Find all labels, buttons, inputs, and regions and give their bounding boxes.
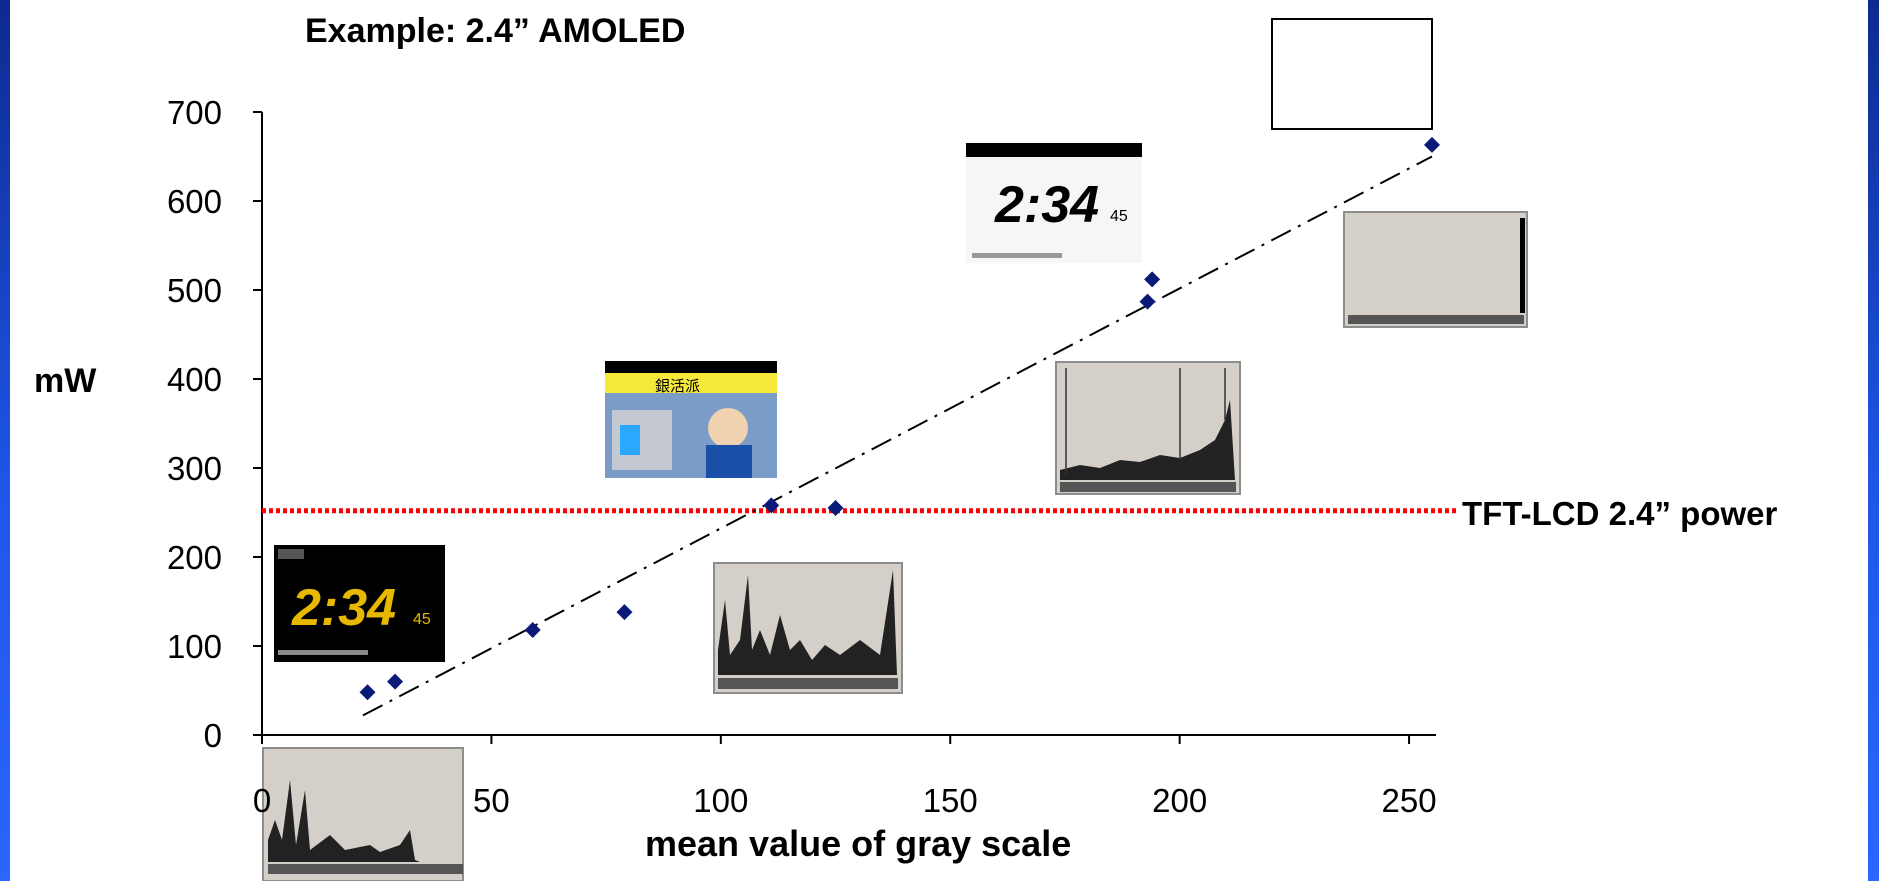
dark-clock-time: 2:34 [291,579,396,637]
dark-clock-thumbnail: 2:34 45 [274,545,445,662]
data-point [763,497,780,514]
dark-histogram-thumbnail [262,747,464,881]
white-clock-thumbnail: 2:34 45 [966,143,1142,263]
white-clock-time: 2:34 [994,176,1099,234]
y-tick-label: 0 [204,717,222,754]
screen-thumbnails: 2:34 45 銀活派 [262,18,1528,881]
data-point [616,604,633,621]
y-tick-label: 500 [167,272,222,309]
y-axis-label: mW [34,362,97,400]
x-axis-label: mean value of gray scale [645,823,1072,864]
y-tick-label: 100 [167,628,222,665]
axes [261,112,1436,736]
x-tick-label: 50 [473,782,510,819]
y-tick-label: 400 [167,361,222,398]
data-point [1144,271,1161,288]
chart-title: Example: 2.4” AMOLED [305,12,686,50]
data-points [359,136,1440,701]
y-tick-label: 300 [167,450,222,487]
street-scene-caption: 銀活派 [655,378,700,395]
y-tick-label: 200 [167,539,222,576]
data-point [1424,136,1440,153]
x-tick-label: 100 [693,782,748,819]
trendline [362,155,1433,717]
x-tick-label: 0 [253,782,271,819]
x-ticks: 0 50 100 150 200 250 [253,735,1437,819]
x-tick-label: 150 [923,782,978,819]
dark-clock-seconds: 45 [413,611,431,628]
street-scene-thumbnail: 銀活派 [605,361,777,478]
data-point [524,621,541,638]
data-point [1139,293,1156,310]
mid-histogram-thumbnail [713,562,903,694]
trendline-path [362,155,1433,717]
data-point [387,673,404,690]
bright-histogram-thumbnail [1055,361,1241,495]
white-clock-seconds: 45 [1110,208,1128,225]
data-point [359,684,376,701]
white-screen-thumbnail [1271,18,1433,130]
x-tick-label: 250 [1382,782,1437,819]
y-tick-label: 600 [167,183,222,220]
x-tick-label: 200 [1152,782,1207,819]
data-point [827,500,844,517]
white-histogram-thumbnail [1343,211,1528,328]
y-ticks: 0 100 200 300 400 500 600 700 [167,94,262,754]
y-tick-label: 700 [167,94,222,131]
tft-lcd-reference-label: TFT-LCD 2.4” power [1462,495,1778,532]
